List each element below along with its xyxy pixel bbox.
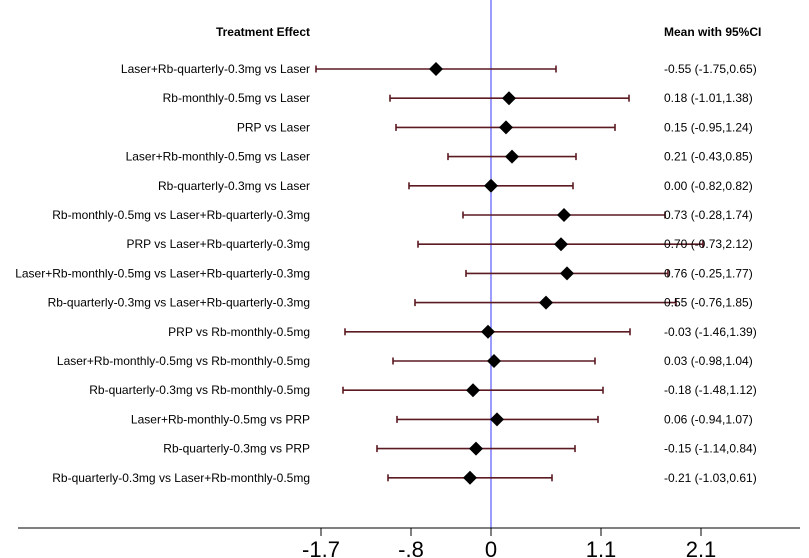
mean-marker xyxy=(490,412,504,427)
mean-marker xyxy=(557,208,571,222)
mean-marker xyxy=(499,120,513,135)
row-ci-text: -0.18 (-1.48,1.12) xyxy=(664,383,757,397)
row-label: Rb-quarterly-0.3mg vs Laser+Rb-monthly-0… xyxy=(52,471,310,485)
row-label: PRP vs Laser xyxy=(237,120,310,134)
forest-row: Rb-quarterly-0.3mg vs Laser 0.00 (-0.82,0… xyxy=(158,178,753,193)
row-ci-text: 0.06 (-0.94,1.07) xyxy=(664,412,753,426)
row-ci-text: 0.55 (-0.76,1.85) xyxy=(664,296,753,310)
row-label: Rb-quarterly-0.3mg vs Laser+Rb-quarterly… xyxy=(48,296,310,310)
row-label: Rb-quarterly-0.3mg vs PRP xyxy=(163,442,310,456)
row-label: Rb-quarterly-0.3mg vs Laser xyxy=(158,179,310,193)
x-tick-label: 0 xyxy=(485,537,497,558)
row-ci-text: -0.55 (-1.75,0.65) xyxy=(664,62,757,76)
x-tick-label: 1.1 xyxy=(586,537,617,558)
row-ci-text: -0.03 (-1.46,1.39) xyxy=(664,325,757,339)
rows-layer: Laser+Rb-quarterly-0.3mg vs Laser -0.55 (… xyxy=(15,62,757,485)
right-column-header: Mean with 95%CI xyxy=(664,25,761,39)
forest-row: Laser+Rb-monthly-0.5mg vs Laser+Rb-quart… xyxy=(15,266,753,281)
x-tick-label: -.8 xyxy=(398,537,424,558)
forest-row: Laser+Rb-monthly-0.5mg vs PRP 0.06 (-0.94… xyxy=(131,412,753,427)
forest-row: Rb-monthly-0.5mg vs Laser 0.18 (-1.01,1.3… xyxy=(163,91,753,106)
forest-row: Rb-quarterly-0.3mg vs PRP -0.15 (-1.14,0.… xyxy=(163,441,757,456)
row-label: Laser+Rb-monthly-0.5mg vs Laser xyxy=(126,150,310,164)
forest-row: Rb-quarterly-0.3mg vs Laser+Rb-quarterly… xyxy=(48,295,753,310)
row-ci-text: 0.00 (-0.82,0.82) xyxy=(664,179,753,193)
mean-marker xyxy=(466,383,480,398)
row-ci-text: -0.15 (-1.14,0.84) xyxy=(664,442,757,456)
forest-row: PRP vs Rb-monthly-0.5mg -0.03 (-1.46,1.39… xyxy=(168,324,757,339)
mean-marker xyxy=(429,62,443,76)
row-label: Laser+Rb-monthly-0.5mg vs PRP xyxy=(131,412,310,426)
row-ci-text: -0.21 (-1.03,0.61) xyxy=(664,471,757,485)
mean-marker xyxy=(487,354,501,368)
row-ci-text: 0.73 (-0.28,1.74) xyxy=(664,208,753,222)
row-label: Laser+Rb-monthly-0.5mg vs Laser+Rb-quart… xyxy=(15,266,310,280)
mean-marker xyxy=(505,149,519,164)
forest-row: Laser+Rb-monthly-0.5mg vs Rb-monthly-0.5… xyxy=(57,354,753,368)
mean-marker xyxy=(502,91,516,106)
mean-marker xyxy=(539,295,553,310)
forest-row: Laser+Rb-monthly-0.5mg vs Laser 0.21 (-0.… xyxy=(126,149,753,164)
row-label: Laser+Rb-quarterly-0.3mg vs Laser xyxy=(121,62,310,76)
x-tick-label: 2.1 xyxy=(686,537,717,558)
row-label: Rb-quarterly-0.3mg vs Rb-monthly-0.5mg xyxy=(89,383,310,397)
row-ci-text: 0.76 (-0.25,1.77) xyxy=(664,266,753,280)
row-ci-text: 0.70 (-0.73,2.12) xyxy=(664,237,753,251)
row-ci-text: 0.15 (-0.95,1.24) xyxy=(664,120,753,134)
row-label: PRP vs Laser+Rb-quarterly-0.3mg xyxy=(126,237,310,251)
mean-marker xyxy=(469,441,483,456)
forest-row: PRP vs Laser 0.15 (-0.95,1.24) xyxy=(237,120,753,135)
mean-marker xyxy=(484,178,498,193)
row-label: PRP vs Rb-monthly-0.5mg xyxy=(168,325,310,339)
forest-row: Rb-quarterly-0.3mg vs Rb-monthly-0.5mg -0… xyxy=(89,383,757,398)
mean-marker xyxy=(463,470,477,485)
x-axis-ticks: -1.7 -.8 0 1.1 2.1 xyxy=(302,528,716,558)
forest-row: PRP vs Laser+Rb-quarterly-0.3mg 0.70 (-0.… xyxy=(126,237,753,252)
row-ci-text: 0.18 (-1.01,1.38) xyxy=(664,91,753,105)
row-label: Rb-monthly-0.5mg vs Laser+Rb-quarterly-0… xyxy=(52,208,310,222)
mean-marker xyxy=(481,324,495,339)
row-label: Rb-monthly-0.5mg vs Laser xyxy=(163,91,310,105)
mean-marker xyxy=(560,266,574,281)
row-label: Laser+Rb-monthly-0.5mg vs Rb-monthly-0.5… xyxy=(57,354,310,368)
row-ci-text: 0.03 (-0.98,1.04) xyxy=(664,354,753,368)
forest-row: Rb-quarterly-0.3mg vs Laser+Rb-monthly-0… xyxy=(52,470,757,485)
left-column-header: Treatment Effect xyxy=(216,25,310,39)
mean-marker xyxy=(554,237,568,252)
forest-row: Rb-monthly-0.5mg vs Laser+Rb-quarterly-0… xyxy=(52,208,753,222)
row-ci-text: 0.21 (-0.43,0.85) xyxy=(664,150,753,164)
x-tick-label: -1.7 xyxy=(302,537,340,558)
forest-row: Laser+Rb-quarterly-0.3mg vs Laser -0.55 (… xyxy=(121,62,757,76)
